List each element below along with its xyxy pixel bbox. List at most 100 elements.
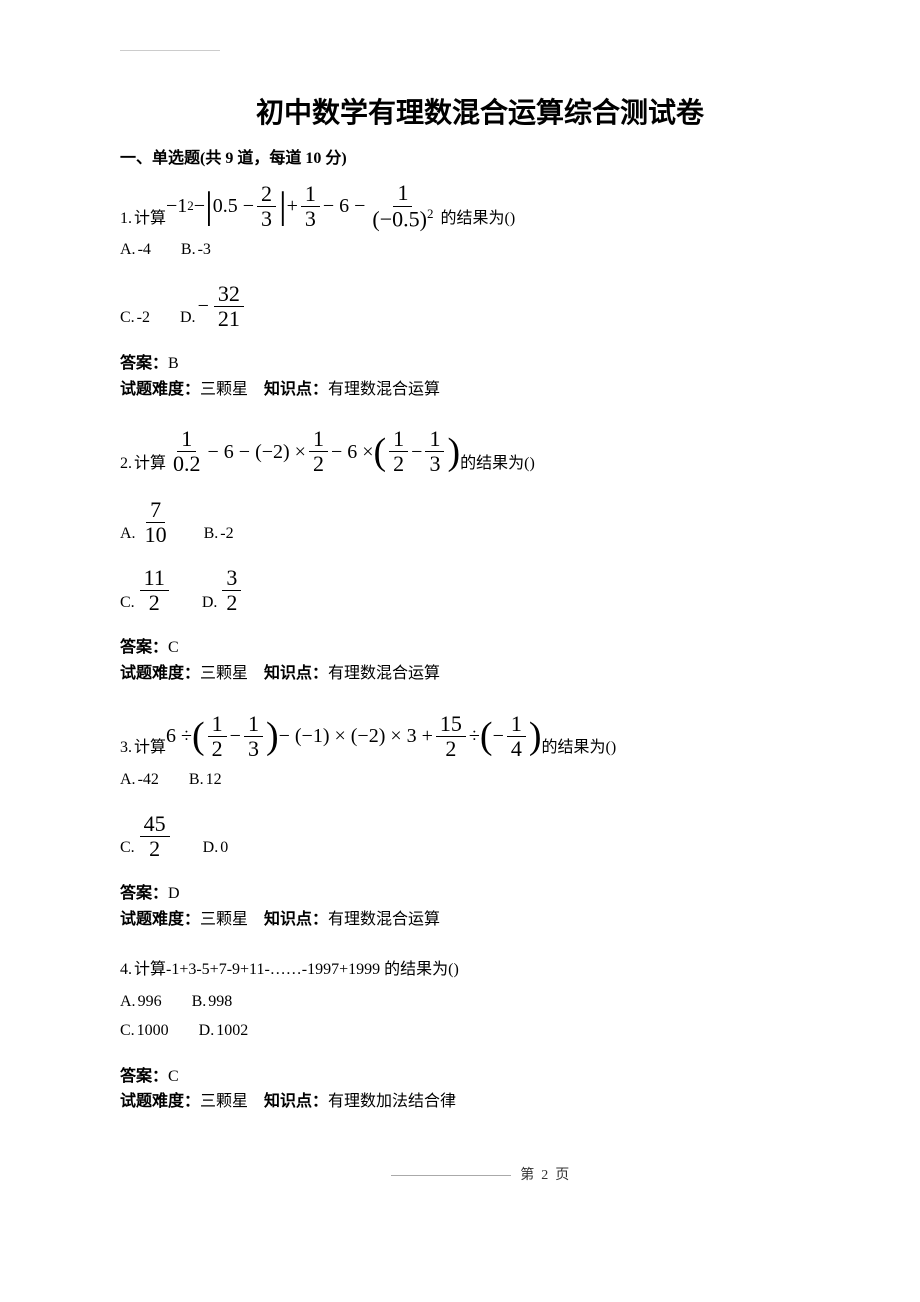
paren-close: ) [447, 437, 460, 467]
q1-d-frac: 3221 [214, 282, 244, 331]
q2-frac3: 12 [389, 427, 408, 476]
footer-unit: 页 [555, 1168, 569, 1183]
q1-frac3: 1 (−0.5)2 [368, 181, 437, 231]
question-4-options: A.996 B.998 C.1000 D.1002 [120, 989, 840, 1044]
question-3-line: 3. 计算 6 ÷ ( 12 − 13 ) − (−1) × (−2) × 3 … [120, 712, 840, 761]
q2-frac1: 10.2 [169, 427, 205, 476]
q1-option-d[interactable]: D. − 3221 [180, 282, 247, 331]
question-3-options: A.-42 B.12 C. 452 D.0 [120, 767, 840, 861]
q2-mid1: − 6 − (−2) × [208, 436, 306, 468]
q2-row1: A. 710 B.-2 [120, 498, 840, 547]
q1-minus1: − [194, 190, 205, 222]
question-3: 3. 计算 6 ÷ ( 12 − 13 ) − (−1) × (−2) × 3 … [120, 712, 840, 933]
footer-divider [391, 1175, 511, 1176]
q1-answer-block: 答案：B 试题难度：三颗星 知识点：有理数混合运算 [120, 351, 840, 402]
q3-option-b[interactable]: B.12 [189, 767, 222, 793]
question-1-num: 1. [120, 206, 132, 232]
q2-a-frac: 710 [141, 498, 171, 547]
q2-row2: C. 112 D. 32 [120, 566, 840, 615]
q1-answer: 答案：B [120, 351, 840, 377]
question-1-suffix: 的结果为() [440, 206, 515, 232]
q1-option-b[interactable]: B.-3 [181, 237, 211, 263]
q1-frac2: 13 [301, 182, 320, 231]
q3-option-c[interactable]: C. 452 [120, 812, 173, 861]
question-3-num: 3. [120, 735, 132, 761]
q2-mid2: − 6 × [331, 436, 374, 468]
q1-d-neg: − [198, 290, 209, 322]
q3-difficulty: 试题难度：三颗星 知识点：有理数混合运算 [120, 907, 840, 933]
question-2: 2. 计算 10.2 − 6 − (−2) × 12 − 6 × ( 12 − … [120, 427, 840, 686]
paren-close2: ) [529, 721, 542, 751]
q2-answer-block: 答案：C 试题难度：三颗星 知识点：有理数混合运算 [120, 635, 840, 686]
q3-c-frac: 452 [140, 812, 170, 861]
q4-option-c[interactable]: C.1000 [120, 1018, 169, 1044]
question-3-formula: 6 ÷ ( 12 − 13 ) − (−1) × (−2) × 3 + 152 … [166, 712, 541, 761]
q1-option-a[interactable]: A.-4 [120, 237, 151, 263]
q3-row1: A.-42 B.12 [120, 767, 840, 793]
q2-option-c[interactable]: C. 112 [120, 566, 172, 615]
question-4-num: 4. [120, 957, 132, 983]
paren-open: ( [374, 437, 387, 467]
question-1: 1. 计算 −12 − | 0.5 − 23 | + 13 − 6 − 1 (−… [120, 181, 840, 402]
question-2-line: 2. 计算 10.2 − 6 − (−2) × 12 − 6 × ( 12 − … [120, 427, 840, 476]
q3-frac3: 152 [436, 712, 466, 761]
q1-abs-left: 0.5 − [213, 190, 254, 222]
q2-answer: 答案：C [120, 635, 840, 661]
footer-label: 第 [520, 1168, 534, 1183]
paren-open: ( [192, 721, 205, 751]
q2-frac4: 13 [425, 427, 444, 476]
q4-option-a[interactable]: A.996 [120, 989, 162, 1015]
q2-option-d[interactable]: D. 32 [202, 566, 245, 615]
q3-option-a[interactable]: A.-42 [120, 767, 159, 793]
q4-row1: A.996 B.998 [120, 989, 840, 1015]
q1-option-c[interactable]: C.-2 [120, 305, 150, 331]
question-1-prefix: 计算 [134, 206, 166, 232]
q4-answer-block: 答案：C 试题难度：三颗星 知识点：有理数加法结合律 [120, 1064, 840, 1115]
q3-answer-block: 答案：D 试题难度：三颗星 知识点：有理数混合运算 [120, 881, 840, 932]
q1-frac1: 23 [257, 182, 276, 231]
q1-plus: + [287, 190, 298, 222]
q4-row2: C.1000 D.1002 [120, 1018, 840, 1044]
q3-frac1: 12 [208, 712, 227, 761]
question-2-formula: 10.2 − 6 − (−2) × 12 − 6 × ( 12 − 13 ) [166, 427, 460, 476]
paren-close: ) [266, 721, 279, 751]
q2-frac2: 12 [309, 427, 328, 476]
q4-option-b[interactable]: B.998 [192, 989, 233, 1015]
question-2-suffix: 的结果为() [460, 451, 535, 477]
q3-div: ÷ [469, 720, 480, 752]
question-4-text: 计算-1+3-5+7-9+11-……-1997+1999 的结果为() [134, 957, 459, 983]
question-3-prefix: 计算 [134, 735, 166, 761]
footer-num: 2 [541, 1168, 548, 1183]
q2-option-b[interactable]: B.-2 [204, 521, 234, 547]
question-2-num: 2. [120, 451, 132, 477]
q4-answer: 答案：C [120, 1064, 840, 1090]
q3-neg: − [493, 720, 504, 752]
question-1-options: A.-4 B.-3 C.-2 D. − 3221 [120, 237, 840, 331]
q1-row1: A.-4 B.-3 [120, 237, 840, 263]
q3-option-d[interactable]: D.0 [203, 835, 229, 861]
q3-frac2: 13 [244, 712, 263, 761]
q2-option-a[interactable]: A. 710 [120, 498, 174, 547]
question-3-suffix: 的结果为() [542, 735, 617, 761]
q3-row2: C. 452 D.0 [120, 812, 840, 861]
q3-frac4: 14 [507, 712, 526, 761]
abs-close: | [279, 191, 287, 221]
page-title: 初中数学有理数混合运算综合测试卷 [120, 91, 840, 136]
question-2-options: A. 710 B.-2 C. 112 D. 32 [120, 483, 840, 616]
q4-difficulty: 试题难度：三颗星 知识点：有理数加法结合律 [120, 1089, 840, 1115]
q2-minus: − [411, 436, 422, 468]
q3-answer: 答案：D [120, 881, 840, 907]
q4-option-d[interactable]: D.1002 [199, 1018, 249, 1044]
abs-open: | [205, 191, 213, 221]
question-4-line: 4. 计算-1+3-5+7-9+11-……-1997+1999 的结果为() [120, 957, 840, 983]
q3-mid: − (−1) × (−2) × 3 + [279, 720, 433, 752]
q1-difficulty: 试题难度：三颗星 知识点：有理数混合运算 [120, 377, 840, 403]
question-1-line: 1. 计算 −12 − | 0.5 − 23 | + 13 − 6 − 1 (−… [120, 181, 840, 231]
question-4: 4. 计算-1+3-5+7-9+11-……-1997+1999 的结果为() A… [120, 957, 840, 1115]
q1-row2: C.-2 D. − 3221 [120, 282, 840, 331]
question-2-prefix: 计算 [134, 451, 166, 477]
q2-c-frac: 112 [140, 566, 169, 615]
header-divider [120, 50, 220, 51]
q3-minus: − [230, 720, 241, 752]
q3-6div: 6 ÷ [166, 720, 192, 752]
